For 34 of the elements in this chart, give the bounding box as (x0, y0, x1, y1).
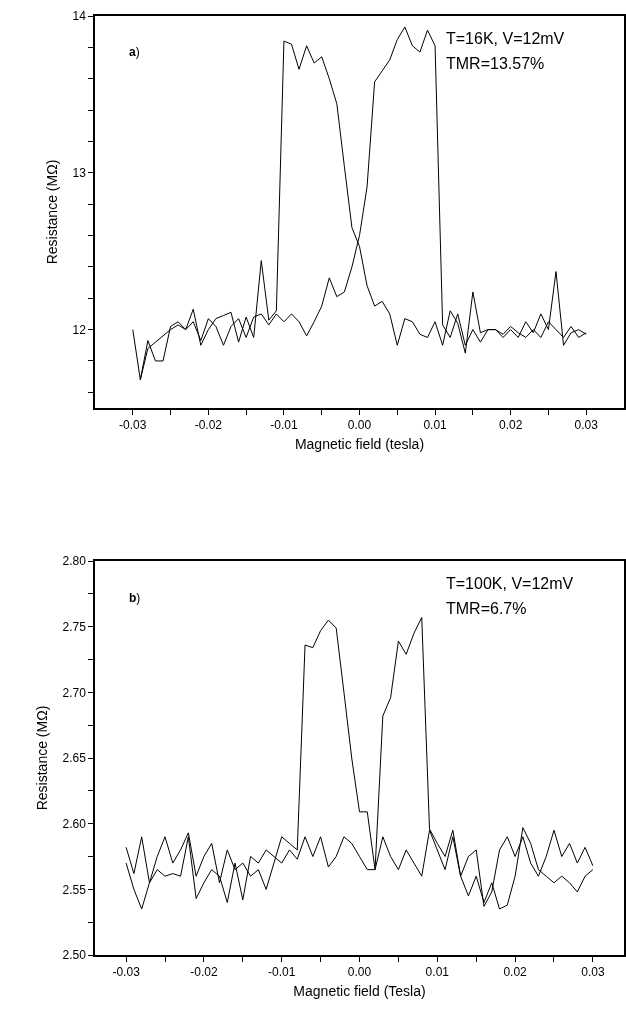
x-tick-label: 0.02 (503, 965, 528, 980)
y-tick-label: 2.55 (62, 882, 87, 897)
annotation: T=100K, V=12mV (446, 575, 574, 592)
x-tick-label: 0.00 (347, 965, 372, 980)
x-tick-label: 0.03 (581, 965, 605, 980)
y-axis-title: Resistance (MΩ) (33, 705, 50, 811)
y-tick-label: 2.80 (62, 554, 87, 569)
y-tick-label: 14 (72, 9, 87, 24)
x-tick-label: -0.01 (268, 965, 296, 980)
y-tick-label: 12 (72, 322, 87, 337)
annotation: TMR=6.7% (446, 600, 527, 617)
x-tick-label: 0.02 (498, 418, 523, 433)
y-tick-label: 2.65 (62, 751, 87, 766)
y-axis-title: Resistance (MΩ) (43, 159, 60, 265)
y-tick-label: 13 (72, 166, 87, 180)
x-tick-label: -0.03 (112, 965, 141, 980)
x-tick-label: 0.01 (425, 965, 450, 980)
x-axis-title: Magnetic field (Tesla) (293, 982, 426, 999)
y-tick-label: 2.75 (62, 619, 87, 634)
x-tick-label: 0.00 (347, 418, 372, 433)
y-tick-label: 2.70 (62, 685, 87, 700)
annotation: a) (129, 45, 140, 59)
x-tick-label: 0.01 (423, 418, 448, 433)
annotation: T=16K, V=12mV (446, 30, 565, 47)
y-tick-label: 2.60 (62, 816, 87, 831)
x-tick-label: -0.03 (119, 418, 147, 433)
x-tick-label: 0.03 (574, 418, 599, 433)
annotation: b) (129, 591, 141, 605)
x-tick-label: -0.02 (190, 965, 218, 980)
y-tick-label: 2.50 (62, 948, 87, 963)
x-axis-title: Magnetic field (tesla) (294, 435, 425, 452)
x-tick-label: -0.01 (270, 418, 298, 433)
x-tick-label: -0.02 (194, 418, 223, 433)
annotation: TMR=13.57% (446, 55, 545, 72)
